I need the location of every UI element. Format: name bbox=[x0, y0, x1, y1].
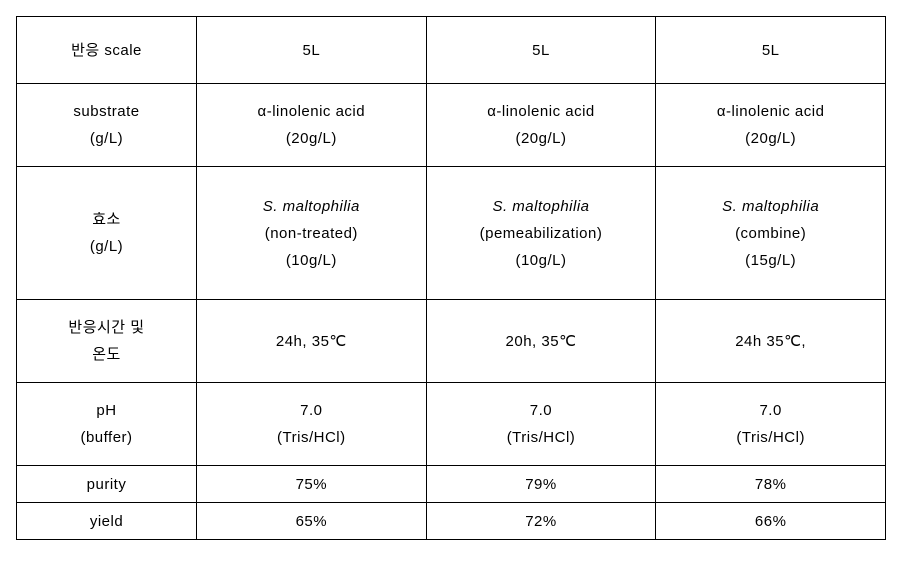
row-purity-col1: 75% bbox=[197, 466, 427, 503]
row-yield: yield 65% 72% 66% bbox=[17, 503, 886, 540]
row-ph-label: pH (buffer) bbox=[17, 383, 197, 466]
enzyme-label-line1: 효소 bbox=[92, 211, 121, 228]
ph-label-line1: pH bbox=[96, 402, 116, 419]
row-purity-col2: 79% bbox=[426, 466, 656, 503]
substrate-col2-line2: (20g/L) bbox=[515, 130, 566, 147]
row-time-temp-label: 반응시간 및 온도 bbox=[17, 300, 197, 383]
ph-col3-line1: 7.0 bbox=[759, 402, 781, 419]
substrate-label-line1: substrate bbox=[73, 103, 139, 120]
substrate-col3-line2: (20g/L) bbox=[745, 130, 796, 147]
ph-col2-line1: 7.0 bbox=[530, 402, 552, 419]
row-enzyme-col3: S. maltophilia (combine) (15g/L) bbox=[656, 167, 886, 300]
row-substrate-col2: α-linolenic acid (20g/L) bbox=[426, 84, 656, 167]
substrate-col3-line1: α-linolenic acid bbox=[717, 103, 825, 120]
row-scale-col2: 5L bbox=[426, 17, 656, 84]
enzyme-col1-line1: S. maltophilia bbox=[263, 198, 360, 215]
enzyme-col1-line3: (10g/L) bbox=[286, 252, 337, 269]
row-purity: purity 75% 79% 78% bbox=[17, 466, 886, 503]
experiment-table: 반응 scale 5L 5L 5L substrate (g/L) α-lino… bbox=[16, 16, 886, 540]
substrate-col2-line1: α-linolenic acid bbox=[487, 103, 595, 120]
row-scale-col3: 5L bbox=[656, 17, 886, 84]
substrate-col1-line1: α-linolenic acid bbox=[258, 103, 366, 120]
row-ph: pH (buffer) 7.0 (Tris/HCl) 7.0 (Tris/HCl… bbox=[17, 383, 886, 466]
row-yield-col2: 72% bbox=[426, 503, 656, 540]
row-substrate-col3: α-linolenic acid (20g/L) bbox=[656, 84, 886, 167]
enzyme-col2-line1: S. maltophilia bbox=[492, 198, 589, 215]
row-yield-col3: 66% bbox=[656, 503, 886, 540]
time-temp-label-line1: 반응시간 및 bbox=[68, 319, 144, 336]
row-time-temp-col2: 20h, 35℃ bbox=[426, 300, 656, 383]
enzyme-col3-line2: (combine) bbox=[735, 225, 806, 242]
enzyme-col1-line2: (non-treated) bbox=[265, 225, 358, 242]
enzyme-col2-line3: (10g/L) bbox=[515, 252, 566, 269]
row-yield-col1: 65% bbox=[197, 503, 427, 540]
row-substrate: substrate (g/L) α-linolenic acid (20g/L)… bbox=[17, 84, 886, 167]
substrate-col1-line2: (20g/L) bbox=[286, 130, 337, 147]
row-yield-label: yield bbox=[17, 503, 197, 540]
ph-label-line2: (buffer) bbox=[80, 429, 132, 446]
row-time-temp: 반응시간 및 온도 24h, 35℃ 20h, 35℃ 24h 35℃, bbox=[17, 300, 886, 383]
substrate-label-line2: (g/L) bbox=[90, 130, 123, 147]
row-enzyme-label: 효소 (g/L) bbox=[17, 167, 197, 300]
enzyme-col3-line3: (15g/L) bbox=[745, 252, 796, 269]
row-enzyme-col1: S. maltophilia (non-treated) (10g/L) bbox=[197, 167, 427, 300]
ph-col1-line1: 7.0 bbox=[300, 402, 322, 419]
ph-col1-line2: (Tris/HCl) bbox=[277, 429, 346, 446]
row-substrate-label: substrate (g/L) bbox=[17, 84, 197, 167]
row-time-temp-col1: 24h, 35℃ bbox=[197, 300, 427, 383]
row-scale-label: 반응 scale bbox=[17, 17, 197, 84]
row-purity-label: purity bbox=[17, 466, 197, 503]
time-temp-label-line2: 온도 bbox=[92, 346, 121, 363]
row-enzyme-col2: S. maltophilia (pemeabilization) (10g/L) bbox=[426, 167, 656, 300]
row-scale: 반응 scale 5L 5L 5L bbox=[17, 17, 886, 84]
row-ph-col3: 7.0 (Tris/HCl) bbox=[656, 383, 886, 466]
row-ph-col2: 7.0 (Tris/HCl) bbox=[426, 383, 656, 466]
enzyme-col2-line2: (pemeabilization) bbox=[480, 225, 603, 242]
row-scale-col1: 5L bbox=[197, 17, 427, 84]
enzyme-col3-line1: S. maltophilia bbox=[722, 198, 819, 215]
row-ph-col1: 7.0 (Tris/HCl) bbox=[197, 383, 427, 466]
enzyme-label-line2: (g/L) bbox=[90, 238, 123, 255]
row-substrate-col1: α-linolenic acid (20g/L) bbox=[197, 84, 427, 167]
ph-col3-line2: (Tris/HCl) bbox=[736, 429, 805, 446]
row-time-temp-col3: 24h 35℃, bbox=[656, 300, 886, 383]
row-purity-col3: 78% bbox=[656, 466, 886, 503]
row-enzyme: 효소 (g/L) S. maltophilia (non-treated) (1… bbox=[17, 167, 886, 300]
ph-col2-line2: (Tris/HCl) bbox=[507, 429, 576, 446]
